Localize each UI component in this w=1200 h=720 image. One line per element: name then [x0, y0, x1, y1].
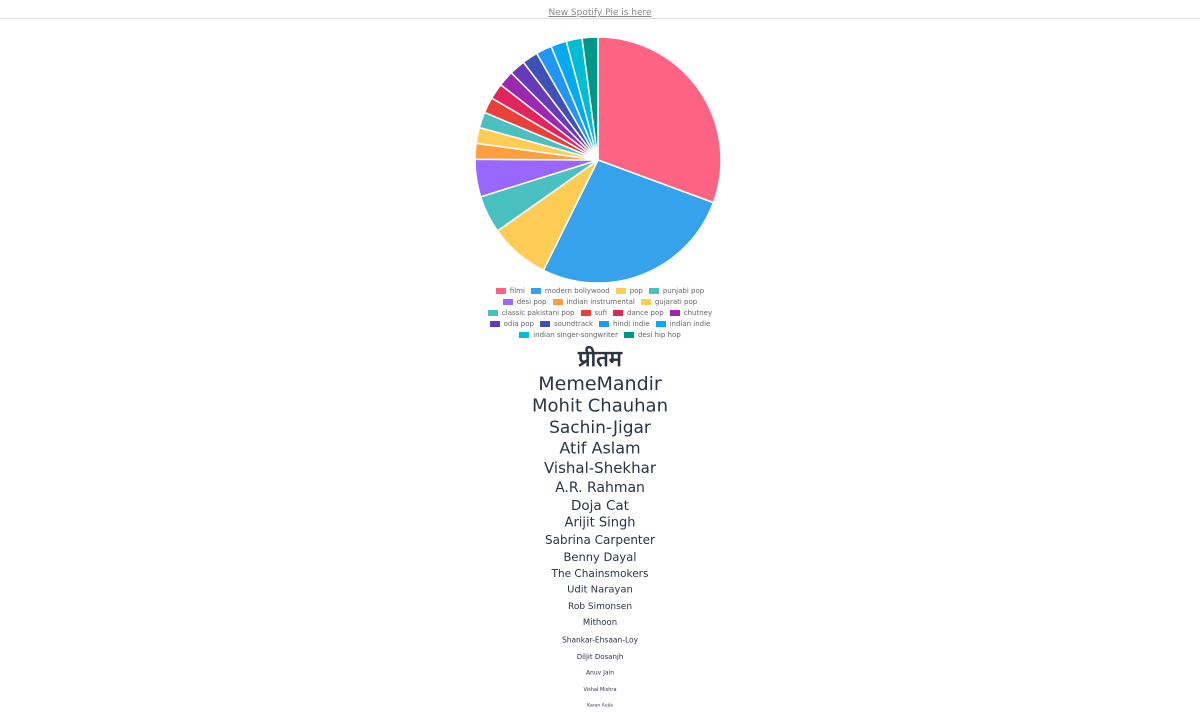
- legend-item: gujarati pop: [640, 297, 698, 306]
- legend-swatch: [615, 287, 626, 294]
- legend-label: soundtrack: [553, 319, 594, 328]
- legend-swatch: [495, 287, 506, 294]
- legend-item: hindi indie: [599, 319, 650, 328]
- legend-item: desi hip hop: [623, 330, 681, 339]
- legend-label: dance pop: [627, 308, 664, 317]
- artist-name: Vishal-Shekhar: [543, 459, 656, 477]
- pie-chart: [474, 36, 722, 284]
- pie-slice: [597, 36, 722, 204]
- legend-label: gujarati pop: [654, 297, 698, 306]
- artist-name: Anuv Jain: [585, 669, 615, 677]
- artist-name: Sachin-Jigar: [549, 418, 651, 438]
- legend-item: odia pop: [489, 319, 534, 328]
- artist-name: Mithoon: [582, 618, 618, 628]
- legend-label: indian instrumental: [566, 297, 635, 306]
- legend-label: indian indie: [669, 319, 711, 328]
- artist-name: Diljit Dosanjh: [576, 653, 624, 661]
- artist-name: A.R. Rahman: [555, 480, 645, 496]
- artist-name: The Chainsmokers: [551, 568, 649, 580]
- artist-name: Atif Aslam: [559, 438, 641, 458]
- legend-item: classic pakistani pop: [487, 308, 575, 317]
- legend-swatch: [669, 309, 680, 316]
- legend-item: sufi: [580, 308, 608, 317]
- legend-label: classic pakistani pop: [501, 308, 575, 317]
- pie-slice: [581, 36, 599, 161]
- legend-item: pop: [615, 286, 643, 295]
- legend-item: indian instrumental: [552, 297, 635, 306]
- artist-name: Rob Simonsen: [567, 602, 633, 612]
- legend-swatch: [519, 331, 530, 338]
- legend-swatch: [539, 320, 550, 327]
- artist-name: प्रीतम: [578, 347, 622, 372]
- artist-name: Shankar-Ehsaan-Loy: [561, 635, 639, 645]
- artist-name: Karan Aujla: [587, 703, 613, 709]
- legend-swatch: [502, 298, 513, 305]
- artist-name: Sabrina Carpenter: [545, 533, 655, 547]
- legend-label: indian singer-songwriter: [533, 330, 618, 339]
- legend-item: modern bollywood: [530, 286, 610, 295]
- legend-swatch: [623, 331, 634, 338]
- artist-name: Arijit Singh: [564, 515, 636, 531]
- new-pie-link[interactable]: New Spotify Pie is here: [548, 8, 652, 18]
- artist-name: MemeMandir: [538, 373, 662, 395]
- artist-name: Benny Dayal: [563, 550, 637, 564]
- legend-swatch: [487, 309, 498, 316]
- header: New Spotify Pie is here: [0, 0, 1200, 19]
- legend-label: desi hip hop: [637, 330, 681, 339]
- legend-label: punjabi pop: [662, 286, 705, 295]
- artist-name: Doja Cat: [571, 498, 629, 514]
- legend-item: indian singer-songwriter: [519, 330, 618, 339]
- legend-swatch: [613, 309, 623, 316]
- artist-name: Mohit Chauhan: [532, 395, 668, 417]
- legend-item: soundtrack: [539, 319, 594, 328]
- legend-swatch: [599, 320, 610, 327]
- legend-label: sufi: [594, 308, 608, 317]
- pie-slice: [542, 159, 715, 284]
- legend-swatch: [530, 287, 541, 294]
- legend-label: chutney: [683, 308, 713, 317]
- legend-label: desi pop: [516, 297, 547, 306]
- artist-name: Vishal Mishra: [583, 687, 617, 693]
- legend-swatch: [552, 298, 563, 305]
- legend-item: chutney: [669, 308, 713, 317]
- legend-swatch: [489, 320, 500, 327]
- legend-item: desi pop: [502, 297, 547, 306]
- legend-label: hindi indie: [613, 319, 650, 328]
- legend: filmi modern bollywood pop punjabi pop desi …: [468, 286, 732, 339]
- legend-label: filmi: [509, 286, 525, 295]
- legend-swatch: [648, 287, 659, 294]
- legend-label: pop: [629, 286, 643, 295]
- legend-swatch: [655, 320, 666, 327]
- legend-label: odia pop: [503, 319, 534, 328]
- legend-item: filmi: [495, 286, 525, 295]
- legend-item: punjabi pop: [648, 286, 705, 295]
- legend-label: modern bollywood: [544, 286, 610, 295]
- artist-name: Udit Narayan: [567, 584, 633, 596]
- legend-swatch: [640, 298, 651, 305]
- legend-item: dance pop: [613, 308, 664, 317]
- legend-item: indian indie: [655, 319, 711, 328]
- legend-swatch: [580, 309, 591, 316]
